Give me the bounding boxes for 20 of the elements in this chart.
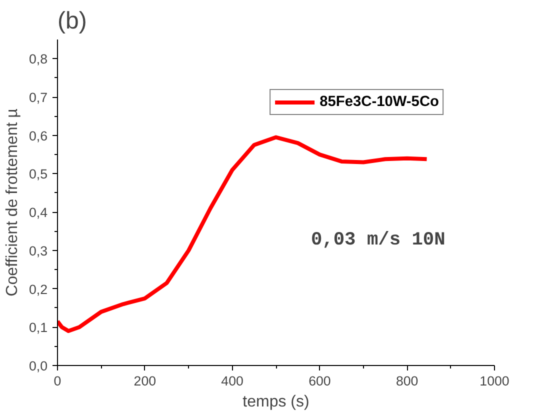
y-tick-label: 0,0 [28,358,48,374]
x-axis-title: temps (s) [242,394,310,410]
y-axis-title: Coefficient de frottement µ [4,108,21,296]
y-tick-label: 0,5 [28,166,48,182]
y-tick-label: 0,1 [28,320,48,336]
legend-label: 85Fe3C-10W-5Co [320,94,439,110]
x-tick-label: 1000 [480,374,510,388]
x-tick-label: 0 [54,374,62,388]
y-tick-label: 0,3 [28,243,48,258]
y-tick-label: 0,6 [28,128,48,144]
chart-title: (b) [58,8,87,34]
x-tick-label: 600 [308,374,331,388]
annotation: 0,03 m/s 10N [310,228,446,250]
x-tick-label: 400 [221,374,244,388]
y-tick-label: 0,7 [28,90,48,106]
y-tick-label: 0,8 [28,52,48,67]
x-tick-label: 200 [134,374,156,388]
x-tick-label: 800 [396,374,418,388]
y-tick-label: 0,2 [28,282,48,297]
y-tick-label: 0,4 [28,205,48,220]
